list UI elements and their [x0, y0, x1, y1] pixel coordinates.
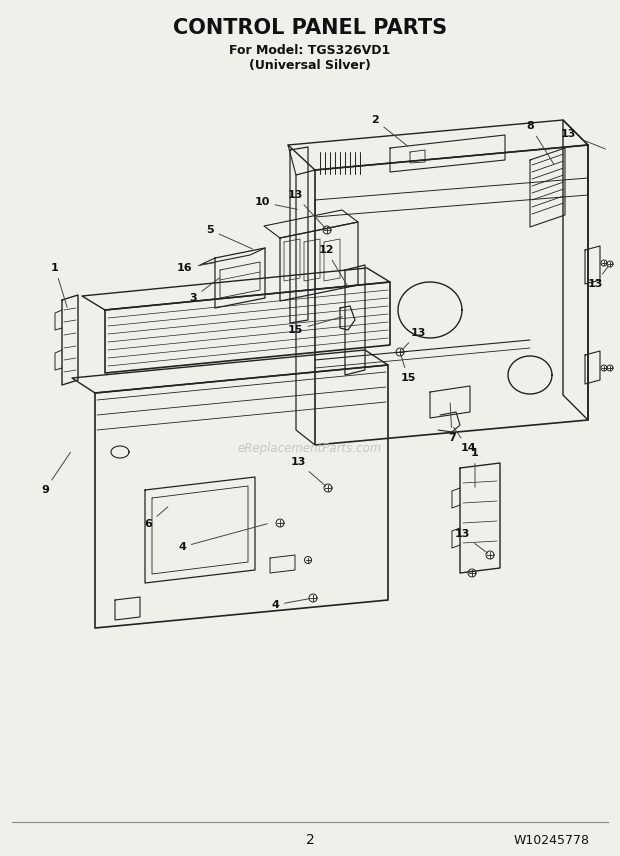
Text: 13: 13 — [587, 266, 608, 289]
Text: 10: 10 — [254, 197, 297, 210]
Polygon shape — [62, 295, 78, 385]
Text: 1: 1 — [51, 263, 67, 307]
Polygon shape — [72, 350, 388, 393]
Text: 5: 5 — [206, 225, 252, 249]
Text: 4: 4 — [271, 598, 310, 610]
Text: 6: 6 — [144, 507, 168, 529]
Text: W10245778: W10245778 — [514, 834, 590, 847]
Text: eReplacementParts.com: eReplacementParts.com — [238, 442, 382, 455]
Text: 13: 13 — [290, 457, 326, 486]
Text: 14: 14 — [454, 427, 476, 453]
Polygon shape — [105, 282, 390, 373]
Text: 13: 13 — [287, 190, 325, 228]
Polygon shape — [280, 222, 358, 301]
Text: 12: 12 — [318, 245, 348, 288]
Text: 13: 13 — [454, 529, 488, 553]
Polygon shape — [264, 210, 358, 238]
Polygon shape — [460, 463, 500, 573]
Polygon shape — [215, 248, 265, 308]
Text: 3: 3 — [189, 277, 219, 303]
Text: CONTROL PANEL PARTS: CONTROL PANEL PARTS — [173, 18, 447, 38]
Text: 2: 2 — [371, 115, 408, 146]
Text: 16: 16 — [177, 263, 215, 273]
Text: (Universal Silver): (Universal Silver) — [249, 58, 371, 72]
Text: 4: 4 — [178, 524, 267, 552]
Text: 13: 13 — [560, 129, 605, 149]
Polygon shape — [290, 147, 308, 323]
Polygon shape — [95, 365, 388, 628]
Text: For Model: TGS326VD1: For Model: TGS326VD1 — [229, 44, 391, 56]
Text: 15: 15 — [401, 354, 415, 383]
Text: 1: 1 — [471, 448, 479, 487]
Text: 2: 2 — [306, 833, 314, 847]
Text: 8: 8 — [526, 121, 554, 163]
Text: 9: 9 — [41, 452, 71, 495]
Polygon shape — [82, 268, 390, 310]
Polygon shape — [288, 120, 588, 170]
Polygon shape — [430, 386, 470, 418]
Text: 13: 13 — [402, 328, 426, 350]
Text: 15: 15 — [287, 317, 342, 335]
Polygon shape — [315, 145, 588, 445]
Polygon shape — [563, 120, 588, 420]
Polygon shape — [345, 265, 365, 375]
Text: 7: 7 — [448, 403, 456, 443]
